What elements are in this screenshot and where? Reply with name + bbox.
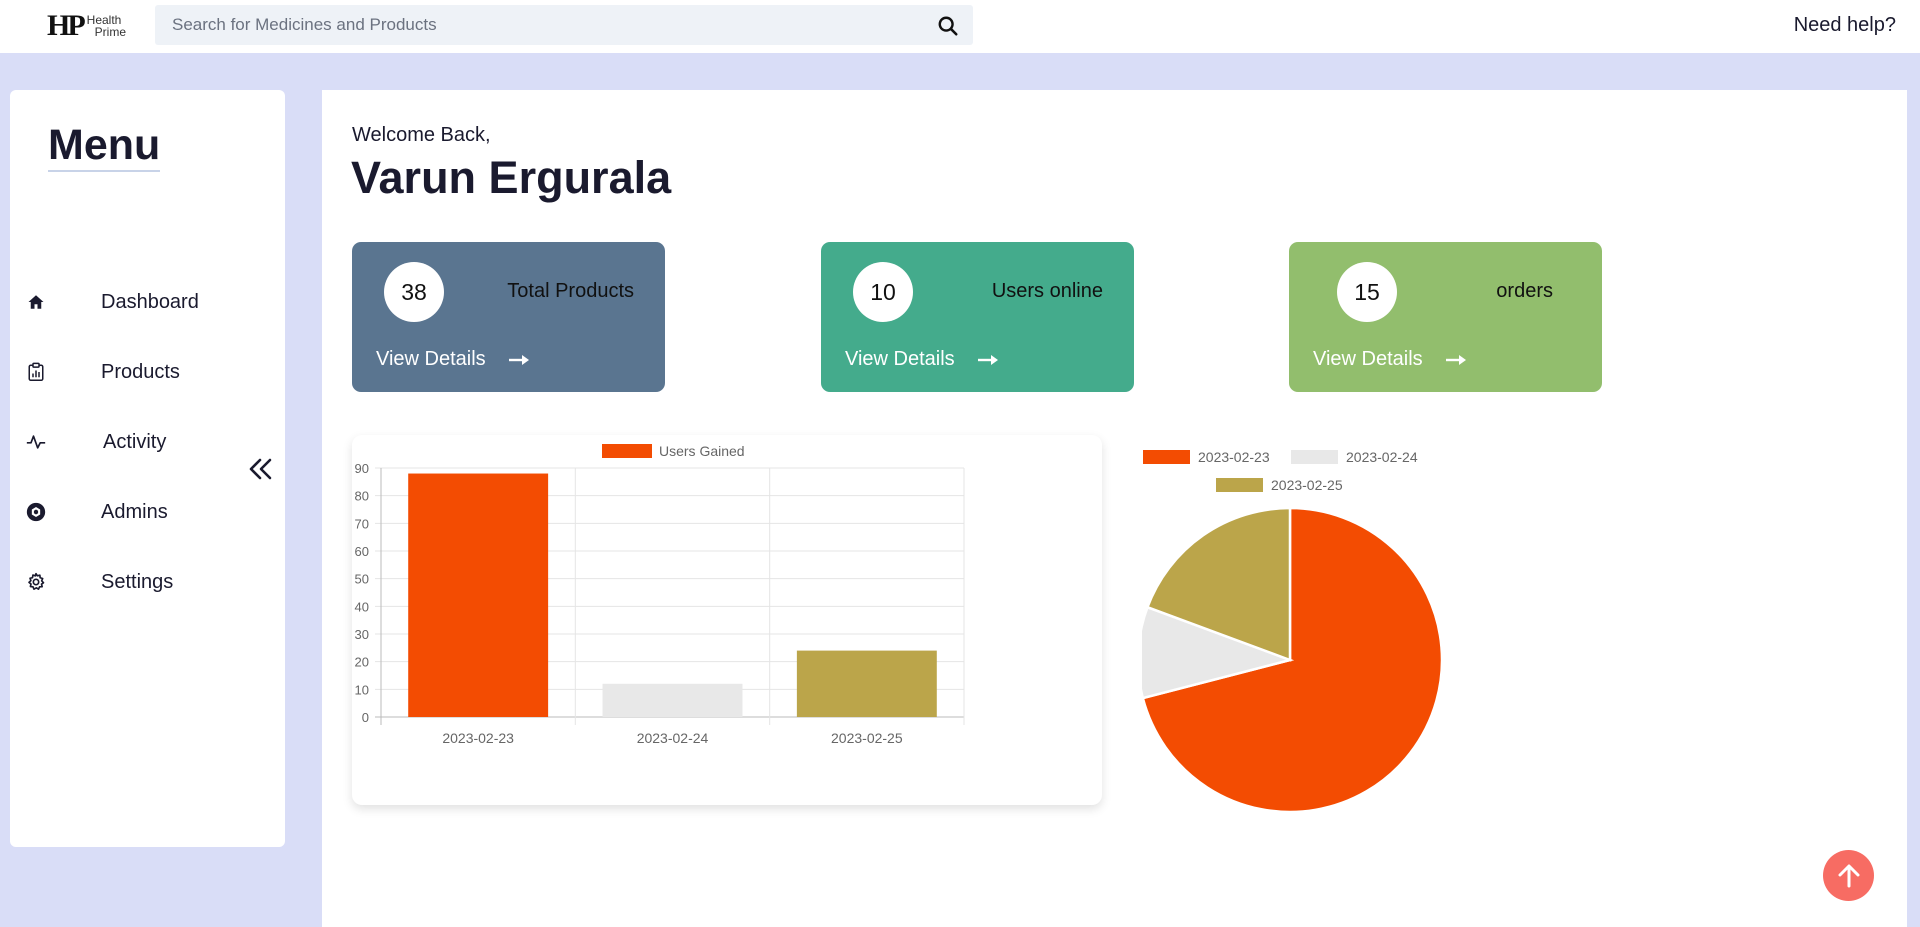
bar-legend[interactable]: Users Gained	[602, 443, 745, 459]
logo-line-1: Health	[86, 13, 122, 27]
menu-title: Menu	[48, 120, 161, 172]
stat-title: orders	[1496, 280, 1553, 302]
stat-card-orders: 15 orders View Details	[1289, 242, 1602, 392]
arrow-right-icon	[1445, 354, 1466, 365]
scroll-to-top-button[interactable]	[1823, 850, 1874, 901]
stat-value: 15	[1337, 262, 1397, 322]
stat-card-users-online: 10 Users online View Details	[821, 242, 1134, 392]
x-tick-label: 2023-02-25	[831, 730, 903, 746]
view-details-link[interactable]: View Details	[845, 348, 999, 371]
double-chevron-left-icon[interactable]	[246, 454, 276, 484]
gear-icon	[26, 572, 46, 592]
bar[interactable]	[796, 650, 937, 717]
bar[interactable]	[408, 473, 549, 717]
user-name: Varun Ergurala	[351, 152, 672, 203]
stat-title: Users online	[991, 280, 1103, 302]
logo[interactable]: HP Health Prime	[47, 9, 126, 42]
legend-swatch	[1291, 450, 1338, 464]
pie-legend-item[interactable]: 2023-02-24	[1291, 449, 1418, 465]
sidebar-item-label: Products	[101, 360, 180, 383]
stat-title: Total Products	[507, 280, 634, 302]
legend-swatch	[602, 444, 652, 458]
view-details-link[interactable]: View Details	[376, 348, 530, 371]
search-input[interactable]	[155, 5, 915, 45]
legend-label: 2023-02-24	[1346, 449, 1418, 465]
pie-legend-item[interactable]: 2023-02-23	[1143, 449, 1270, 465]
legend-label: 2023-02-23	[1198, 449, 1270, 465]
view-details-label: View Details	[845, 348, 955, 370]
stat-value: 10	[853, 262, 913, 322]
logo-line-2: Prime	[94, 25, 127, 39]
sidebar-item-products[interactable]: Products	[26, 352, 266, 392]
sidebar-item-label: Admins	[101, 500, 168, 523]
y-tick-label: 70	[355, 516, 369, 531]
sidebar-item-settings[interactable]: Settings	[26, 562, 266, 602]
view-details-label: View Details	[376, 348, 486, 370]
y-tick-label: 30	[355, 627, 369, 642]
x-tick-label: 2023-02-23	[442, 730, 514, 746]
y-tick-label: 10	[355, 682, 369, 697]
arrow-up-icon	[1838, 864, 1859, 887]
sidebar-item-label: Activity	[103, 430, 167, 453]
sidebar-item-label: Settings	[101, 570, 174, 593]
arrow-right-icon	[508, 354, 529, 365]
search-icon[interactable]	[937, 15, 959, 37]
sidebar-item-activity[interactable]: Activity	[26, 422, 266, 462]
y-tick-label: 40	[355, 599, 369, 614]
y-tick-label: 20	[355, 655, 369, 670]
view-details-label: View Details	[1313, 348, 1423, 370]
y-tick-label: 80	[355, 489, 369, 504]
sidebar: Menu Dashboard Products Activity Admins …	[10, 90, 285, 847]
logo-text: Health Prime	[87, 14, 126, 38]
search-bar	[155, 5, 973, 45]
need-help-link[interactable]: Need help?	[1793, 14, 1896, 36]
x-tick-label: 2023-02-24	[637, 730, 709, 746]
users-gained-bar-chart: Users Gained 0 10 20 30 40 50 60 70 80 90 2023-02-2…	[352, 435, 1102, 805]
pie-legend-item[interactable]: 2023-02-25	[1216, 477, 1343, 493]
bar-chart-svg: Users Gained 0 10 20 30 40 50 60 70 80 90 2023-02-2…	[355, 443, 965, 746]
y-tick-label: 60	[355, 544, 369, 559]
legend-label: 2023-02-25	[1271, 477, 1343, 493]
top-bar: HP Health Prime Need help?	[0, 0, 1920, 53]
welcome-text: Welcome Back,	[352, 124, 491, 146]
users-gained-pie-chart: 2023-02-23 2023-02-24 2023-02-25	[1136, 435, 1522, 815]
legend-swatch	[1216, 478, 1263, 492]
admin-shield-icon	[26, 502, 46, 522]
logo-mark: HP	[47, 9, 86, 42]
sidebar-item-label: Dashboard	[101, 290, 199, 313]
pie-slice[interactable]	[1145, 506, 1292, 662]
stat-card-total-products: 38 Total Products View Details	[352, 242, 665, 392]
main-content: Welcome Back, Varun Ergurala 38 Total Pr…	[322, 90, 1907, 927]
y-tick-label: 50	[355, 572, 369, 587]
sidebar-item-admins[interactable]: Admins	[26, 492, 266, 532]
stat-value: 38	[384, 262, 444, 322]
arrow-right-icon	[977, 354, 998, 365]
legend-label: Users Gained	[659, 443, 745, 459]
home-icon	[26, 292, 46, 312]
y-tick-label: 0	[362, 710, 369, 725]
clipboard-chart-icon	[26, 362, 46, 382]
activity-pulse-icon	[26, 432, 46, 452]
view-details-link[interactable]: View Details	[1313, 348, 1467, 371]
bar[interactable]	[602, 683, 743, 717]
y-tick-label: 90	[355, 461, 369, 476]
sidebar-item-dashboard[interactable]: Dashboard	[26, 282, 266, 322]
legend-swatch	[1143, 450, 1190, 464]
